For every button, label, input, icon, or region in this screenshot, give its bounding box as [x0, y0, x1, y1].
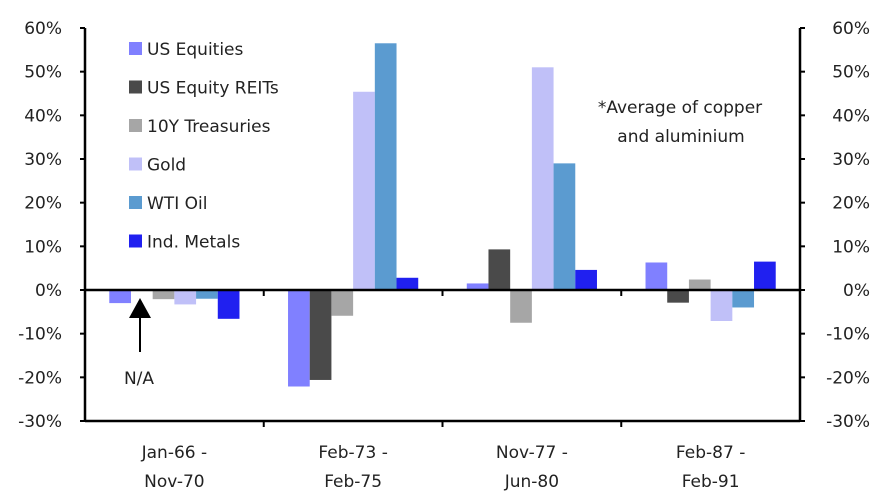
left-tick-label: 10%: [24, 237, 62, 257]
footnote-line1: *Average of copper: [598, 98, 762, 118]
left-tick-label: 0%: [35, 281, 62, 301]
legend: US Equities US Equity REITs 10Y Treasuries…: [129, 40, 279, 253]
na-annotation: N/A: [124, 298, 154, 389]
category-label: Feb-91: [682, 472, 740, 492]
bar-us-equities: [288, 290, 310, 387]
na-arrow-head: [129, 298, 151, 318]
legend-label: US Equities: [147, 40, 244, 60]
bar-us-equity-reits: [488, 249, 511, 290]
right-tick-label: 30%: [832, 150, 870, 170]
legend-swatch: [129, 42, 142, 55]
category-label: Feb-87 -: [676, 443, 745, 463]
bar-10y-treasuries: [152, 290, 175, 300]
right-tick-label: -10%: [826, 325, 870, 345]
right-tick-label: 40%: [832, 106, 870, 126]
right-tick-label: 0%: [843, 281, 870, 301]
left-tick-label: 60%: [24, 19, 62, 39]
right-tick-label: 60%: [832, 19, 870, 39]
category-label: Jun-80: [504, 472, 559, 492]
legend-swatch: [129, 157, 142, 171]
right-tick-label: -20%: [826, 368, 870, 388]
bar-wti-oil: [374, 43, 397, 291]
bar-us-equity-reits: [309, 290, 332, 380]
legend-label: 10Y Treasuries: [147, 117, 271, 137]
right-tick-label: 20%: [832, 194, 870, 214]
bar-gold: [531, 67, 554, 290]
legend-swatch: [129, 119, 142, 132]
right-tick-label: 50%: [832, 63, 870, 83]
bars-group: [109, 43, 776, 387]
category-label: Feb-75: [324, 472, 382, 492]
na-label: N/A: [124, 369, 154, 389]
category-label: Feb-73 -: [318, 443, 387, 463]
left-tick-label: 30%: [24, 150, 62, 170]
legend-swatch: [129, 234, 142, 248]
category-label: Nov-77 -: [496, 443, 568, 463]
left-tick-label: 20%: [24, 194, 62, 214]
bar-wti-oil: [553, 163, 576, 290]
category-label: Jan-66 -: [141, 443, 208, 463]
bar-gold: [353, 91, 375, 291]
legend-swatch: [129, 80, 142, 94]
bar-gold: [174, 290, 197, 305]
right-tick-label: -30%: [826, 412, 870, 432]
category-label: Nov-70: [144, 472, 205, 492]
legend-label: Ind. Metals: [147, 233, 240, 253]
bar-us-equities: [466, 283, 489, 290]
legend-label: US Equity REITs: [147, 79, 279, 99]
legend-label: Gold: [147, 156, 186, 176]
footnote-line2: and aluminium: [617, 127, 744, 147]
right-tick-label: 10%: [832, 237, 870, 257]
bar-ind-metals: [754, 261, 776, 290]
bar-10y-treasuries: [331, 290, 354, 316]
bar-wti-oil: [196, 290, 218, 299]
bar-ind-metals: [217, 290, 240, 319]
axes-group: -30% -30% -20% -20% -10% -10% 0% 0% 10% 10% 20% 20%…: [18, 19, 870, 492]
bar-gold: [710, 290, 733, 322]
bar-wti-oil: [732, 290, 755, 308]
bar-10y-treasuries: [510, 290, 532, 323]
left-tick-label: -10%: [18, 325, 62, 345]
left-tick-label: 50%: [24, 63, 62, 83]
legend-swatch: [129, 196, 142, 209]
bar-us-equities: [109, 290, 131, 304]
left-tick-label: 40%: [24, 106, 62, 126]
left-tick-label: -20%: [18, 368, 62, 388]
left-tick-label: -30%: [18, 412, 62, 432]
bar-ind-metals: [575, 269, 597, 290]
bar-10y-treasuries: [688, 279, 711, 290]
bar-us-equity-reits: [667, 290, 689, 303]
bar-ind-metals: [396, 277, 419, 290]
legend-label: WTI Oil: [147, 194, 207, 214]
bar-us-equities: [645, 262, 668, 290]
